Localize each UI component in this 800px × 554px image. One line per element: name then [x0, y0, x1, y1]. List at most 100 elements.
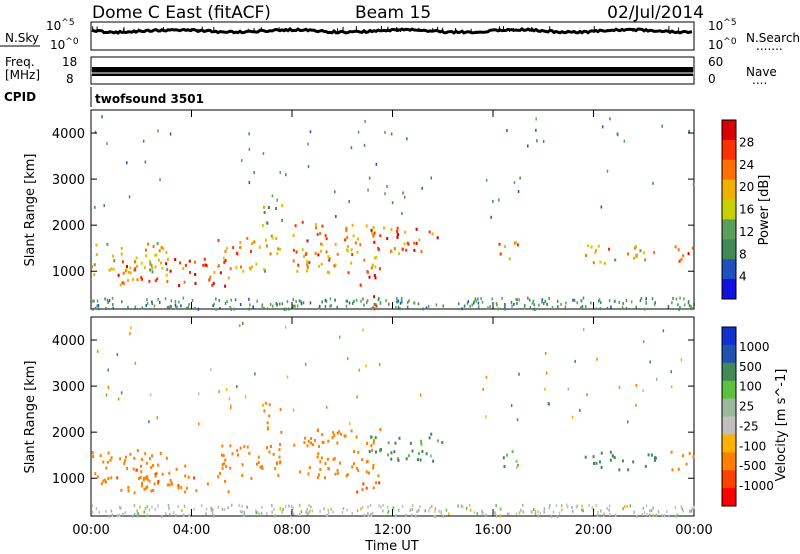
data-cell: [598, 298, 601, 302]
data-cell: [154, 507, 156, 511]
data-cell: [363, 514, 366, 517]
data-cell: [296, 304, 299, 308]
data-cell: [432, 459, 435, 463]
data-cell: [396, 230, 399, 233]
data-cell: [180, 304, 182, 308]
data-cell: [127, 486, 130, 489]
data-cell: [584, 455, 587, 459]
data-cell: [650, 509, 653, 513]
data-cell: [279, 443, 282, 446]
data-cell: [652, 506, 654, 510]
data-cell: [548, 296, 550, 300]
data-cell: [580, 508, 583, 512]
freq-trace: [92, 67, 693, 76]
data-cell: [356, 509, 359, 513]
data-cell: [187, 475, 190, 479]
data-cell: [405, 248, 408, 252]
data-cell: [347, 271, 350, 275]
data-cell: [427, 509, 430, 513]
data-cell: [418, 452, 420, 456]
data-cell: [304, 362, 307, 366]
data-cell: [649, 513, 651, 517]
data-cell: [333, 457, 336, 461]
data-cell: [263, 205, 266, 209]
noise-tick-high: 10^5: [46, 18, 75, 33]
data-cell: [590, 245, 593, 249]
data-cell: [191, 299, 194, 302]
data-cell: [513, 241, 516, 245]
nave-label: Nave: [746, 65, 777, 79]
data-cell: [413, 248, 416, 252]
data-cell: [194, 306, 196, 310]
data-cell: [97, 349, 99, 353]
data-cell: [306, 269, 309, 273]
data-cell: [236, 449, 239, 453]
data-cell: [241, 473, 244, 477]
data-cell: [580, 306, 582, 310]
data-cell: [427, 304, 430, 308]
data-cell: [134, 305, 137, 309]
data-cell: [91, 510, 94, 514]
data-cell: [153, 482, 156, 486]
data-cell: [119, 457, 122, 461]
data-cell: [602, 513, 605, 517]
data-cell: [374, 265, 377, 269]
data-cell: [513, 302, 515, 306]
data-cell: [194, 260, 196, 264]
data-cell: [336, 441, 339, 445]
data-cell: [567, 387, 570, 391]
data-cell: [275, 302, 277, 305]
colorbar-tick-label: -500: [739, 459, 766, 473]
data-cell: [183, 504, 186, 508]
data-cell: [436, 439, 439, 443]
data-cell: [264, 401, 267, 405]
power-y-axis: 4000 3000 2000 1000: [52, 127, 694, 280]
data-cell: [130, 326, 132, 330]
data-cell: [266, 446, 268, 450]
data-cell: [242, 321, 244, 325]
data-cell: [595, 248, 597, 252]
data-cell: [498, 242, 501, 246]
power-panel-frame: [90, 109, 695, 310]
data-cell: [321, 433, 324, 437]
data-cell: [357, 130, 360, 134]
data-cell: [593, 462, 595, 465]
data-cell: [112, 306, 114, 310]
colorbar-step: [722, 159, 736, 181]
data-cell: [608, 299, 611, 302]
data-cell: [415, 241, 418, 245]
data-cell: [543, 510, 545, 514]
data-cell: [416, 458, 419, 462]
data-cell: [227, 506, 229, 510]
data-cell: [353, 450, 355, 454]
data-cell: [296, 269, 299, 273]
data-cell: [516, 418, 519, 422]
data-cell: [223, 260, 226, 264]
data-cell: [177, 486, 180, 490]
data-cell: [392, 506, 395, 510]
data-cell: [382, 503, 384, 507]
data-cell: [223, 508, 226, 511]
data-cell: [533, 507, 535, 511]
data-cell: [431, 504, 433, 508]
data-cell: [474, 297, 477, 301]
data-cell: [165, 273, 168, 277]
data-cell: [379, 428, 382, 431]
nave-tick-low: 0: [708, 72, 716, 86]
data-cell: [314, 439, 316, 442]
data-cell: [499, 507, 501, 511]
data-cell: [466, 301, 469, 305]
data-cell: [156, 242, 159, 246]
data-cell: [639, 249, 642, 253]
data-cell: [238, 503, 240, 507]
data-cell: [582, 509, 584, 513]
data-cell: [154, 265, 157, 269]
data-cell: [161, 472, 164, 476]
data-cell: [234, 298, 237, 302]
data-cell: [522, 503, 524, 507]
data-cell: [498, 198, 500, 202]
data-cell: [334, 190, 336, 194]
data-cell: [585, 254, 588, 257]
xlabel: Time UT: [364, 539, 418, 554]
data-cell: [346, 299, 348, 303]
